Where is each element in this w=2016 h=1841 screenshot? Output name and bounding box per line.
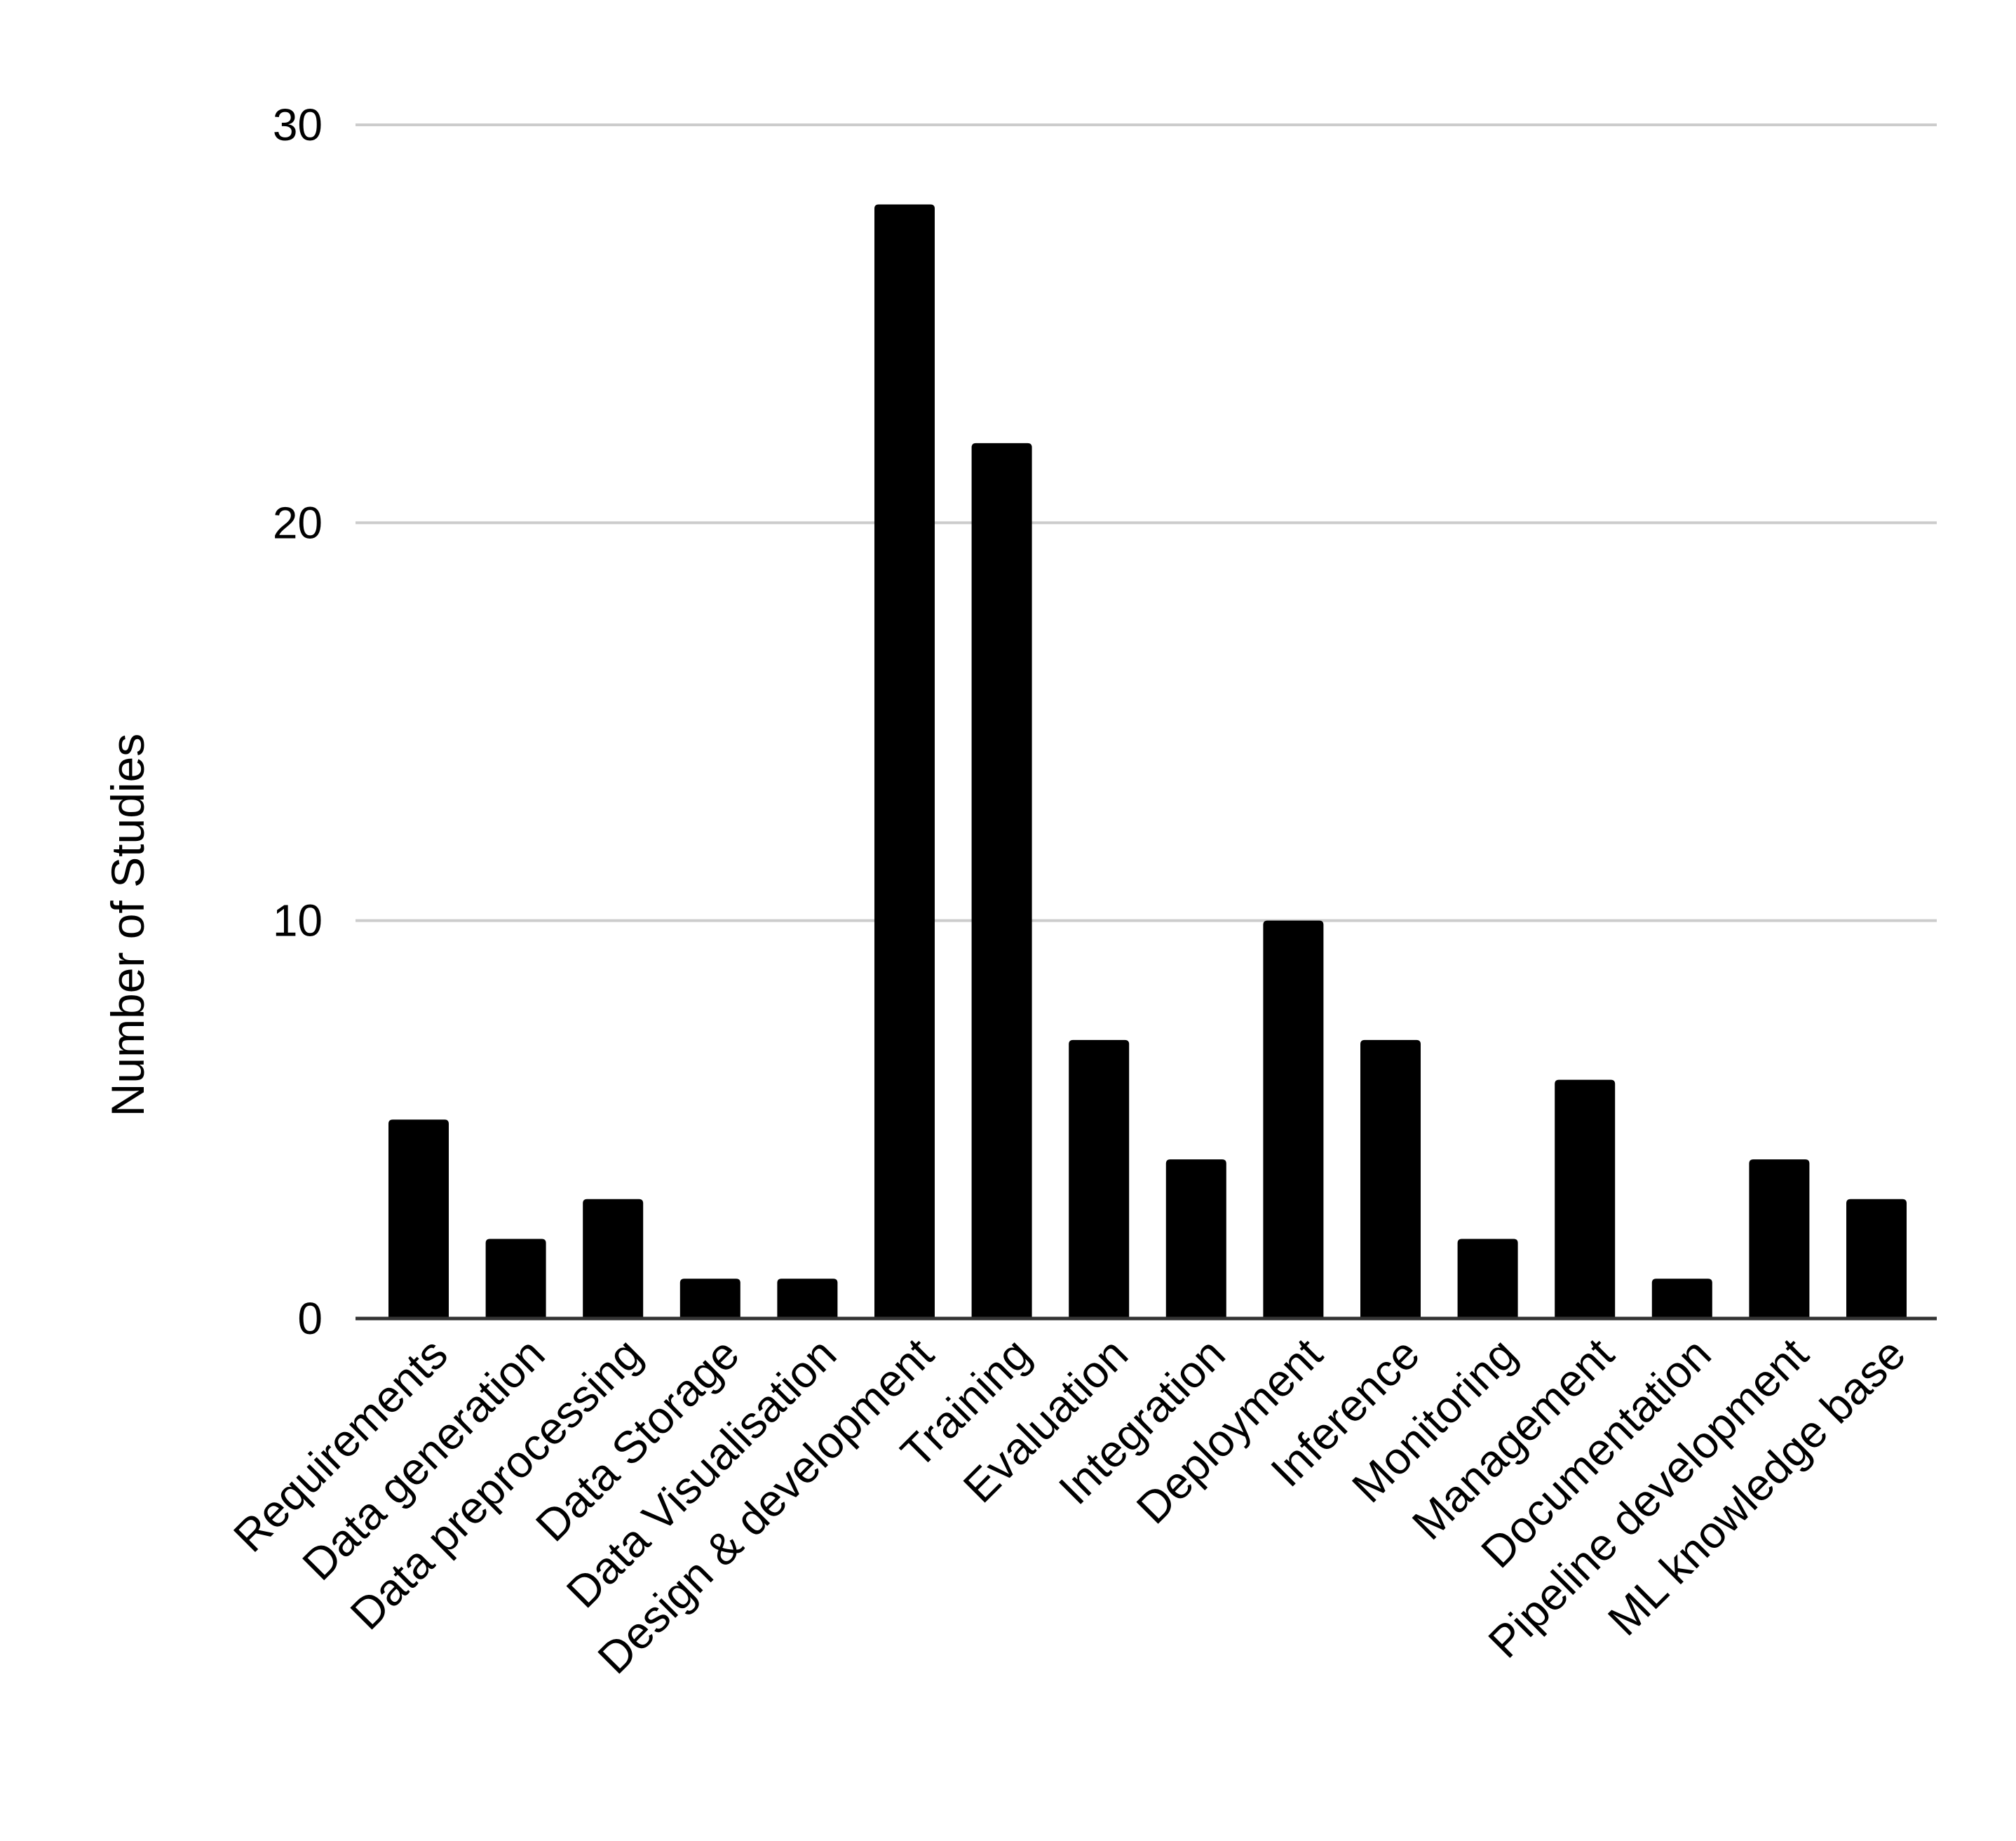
bar-monitoring — [1457, 1239, 1518, 1319]
bar-evaluation — [1069, 1039, 1130, 1319]
bar-inference — [1360, 1039, 1421, 1319]
y-axis-title: Number of Studies — [102, 734, 154, 1117]
bar-documentation — [1651, 1279, 1712, 1319]
bar-data-visualisation — [777, 1279, 838, 1319]
bar-data-preprocessing — [583, 1199, 644, 1319]
y-tick-label-20: 20 — [273, 497, 323, 548]
bar-design-development — [874, 204, 935, 1319]
bar-data-storage — [679, 1279, 740, 1319]
bar-deployment — [1263, 920, 1324, 1319]
bar-data-generation — [485, 1239, 546, 1319]
y-tick-label-30: 30 — [273, 100, 323, 150]
bar-integration — [1165, 1159, 1226, 1319]
bar-requirements — [388, 1119, 449, 1319]
y-tick-label-10: 10 — [273, 896, 323, 946]
bar-ml-knowledge-base — [1846, 1199, 1907, 1319]
bar-training — [971, 443, 1032, 1319]
bars — [388, 204, 1907, 1319]
y-tick-label-0: 0 — [297, 1293, 323, 1344]
bar-pipeline-development — [1749, 1159, 1810, 1319]
y-tick-labels: 0 10 20 30 — [273, 100, 323, 1344]
gridlines — [356, 123, 1937, 922]
bar-management — [1555, 1079, 1616, 1319]
